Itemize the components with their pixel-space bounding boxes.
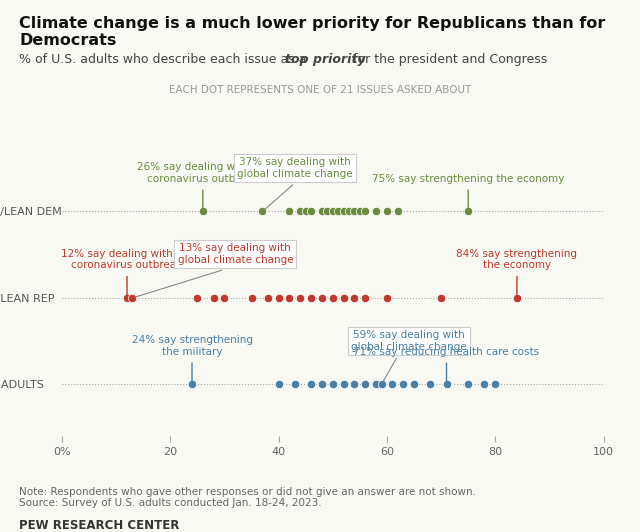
Text: 84% say strengthening
the economy: 84% say strengthening the economy bbox=[456, 248, 577, 270]
Text: 12% say dealing with the
coronavirus outbreak: 12% say dealing with the coronavirus out… bbox=[61, 248, 193, 270]
Text: 24% say strengthening
the military: 24% say strengthening the military bbox=[131, 335, 253, 357]
Text: % of U.S. adults who describe each issue as a: % of U.S. adults who describe each issue… bbox=[19, 53, 310, 66]
Text: for the president and Congress: for the president and Congress bbox=[349, 53, 547, 66]
Text: 59% say dealing with
global climate change: 59% say dealing with global climate chan… bbox=[351, 330, 467, 352]
Text: EACH DOT REPRESENTS ONE OF 21 ISSUES ASKED ABOUT: EACH DOT REPRESENTS ONE OF 21 ISSUES ASK… bbox=[169, 85, 471, 95]
Text: 26% say dealing with the
coronavirus outbreak: 26% say dealing with the coronavirus out… bbox=[137, 162, 269, 184]
Text: Climate change is a much lower priority for Republicans than for Democrats: Climate change is a much lower priority … bbox=[19, 16, 605, 48]
Text: PEW RESEARCH CENTER: PEW RESEARCH CENTER bbox=[19, 519, 180, 531]
Text: 71% say reducing health care costs: 71% say reducing health care costs bbox=[353, 347, 540, 357]
Text: 75% say strengthening the economy: 75% say strengthening the economy bbox=[372, 174, 564, 184]
Text: 37% say dealing with
global climate change: 37% say dealing with global climate chan… bbox=[237, 157, 353, 179]
Text: top priority: top priority bbox=[285, 53, 365, 66]
Text: 13% say dealing with
global climate change: 13% say dealing with global climate chan… bbox=[177, 244, 293, 265]
Text: Note: Respondents who gave other responses or did not give an answer are not sho: Note: Respondents who gave other respons… bbox=[19, 487, 476, 509]
